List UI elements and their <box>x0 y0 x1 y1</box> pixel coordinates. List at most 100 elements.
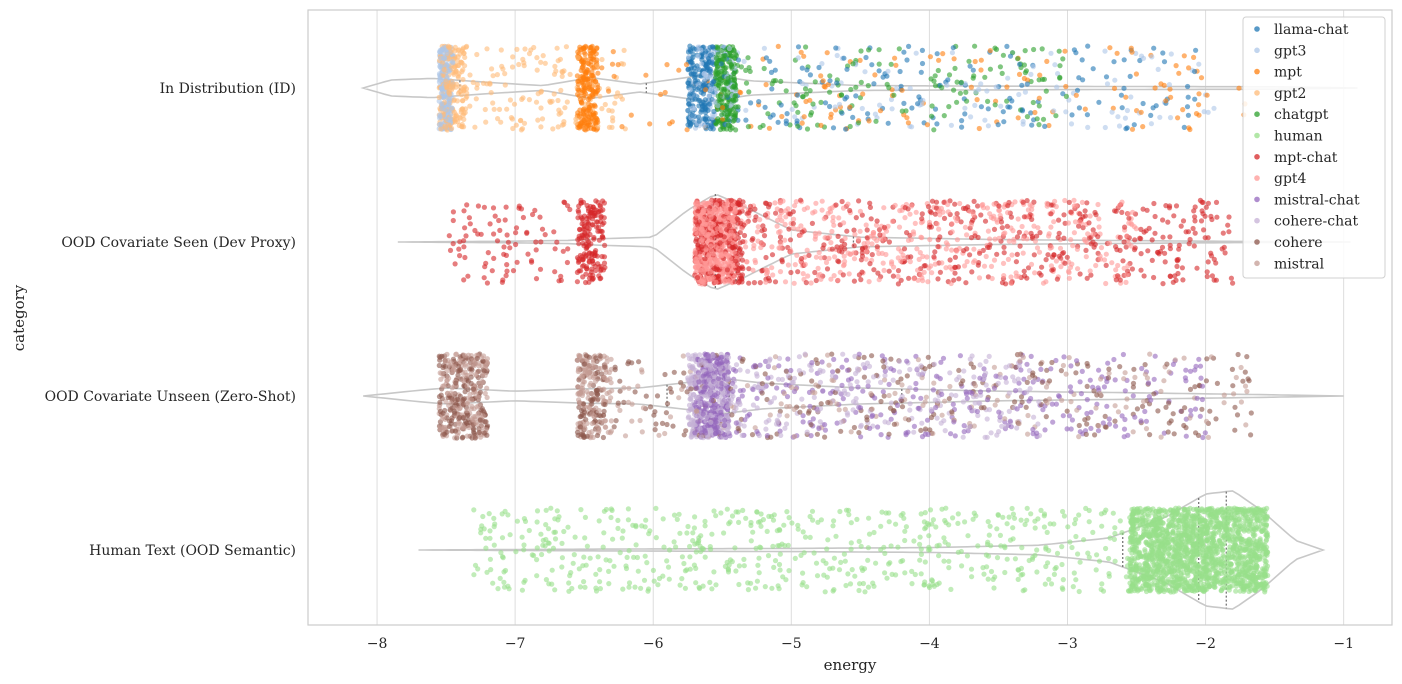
data-point <box>1127 73 1133 79</box>
data-point <box>447 247 454 253</box>
data-point <box>1006 408 1012 414</box>
data-point <box>1062 260 1068 266</box>
data-point <box>802 351 808 357</box>
data-point <box>819 359 825 365</box>
data-point <box>581 126 587 132</box>
data-point <box>1026 398 1032 404</box>
data-point <box>915 267 921 273</box>
data-point <box>762 104 768 110</box>
data-point <box>827 73 833 79</box>
data-point <box>693 256 699 263</box>
data-point <box>723 251 729 257</box>
data-point <box>762 212 769 218</box>
data-point <box>1021 268 1027 274</box>
data-point <box>923 394 930 400</box>
data-point <box>1192 204 1198 210</box>
data-point <box>984 397 991 403</box>
data-point <box>857 208 864 214</box>
data-point <box>778 210 785 216</box>
data-point <box>919 216 925 222</box>
data-point <box>967 356 973 362</box>
data-point <box>949 247 955 253</box>
data-point <box>942 428 948 434</box>
data-point <box>728 53 734 59</box>
data-point <box>534 55 540 61</box>
data-point <box>699 281 705 287</box>
data-point <box>751 242 757 248</box>
data-point <box>1032 238 1038 244</box>
data-point <box>575 49 581 55</box>
data-point <box>996 429 1002 435</box>
data-point <box>814 360 821 366</box>
data-point <box>966 58 972 64</box>
data-point <box>1123 279 1129 285</box>
data-point <box>761 233 768 239</box>
data-point <box>748 100 754 106</box>
data-point <box>1121 57 1127 63</box>
data-point <box>799 120 805 126</box>
data-point <box>1066 275 1072 281</box>
data-point <box>908 203 915 209</box>
data-point <box>1230 280 1236 286</box>
data-point <box>1160 50 1166 56</box>
data-point <box>664 401 671 407</box>
data-point <box>1087 377 1093 383</box>
data-point <box>706 253 712 259</box>
data-point <box>1076 75 1082 81</box>
data-point <box>969 269 975 275</box>
data-point <box>921 263 927 269</box>
data-point <box>686 101 692 107</box>
data-point <box>744 413 751 419</box>
data-point <box>765 111 771 117</box>
violin-outline <box>418 490 1326 610</box>
data-point <box>898 83 904 89</box>
data-point <box>803 44 809 50</box>
data-point <box>526 97 533 103</box>
data-point <box>1160 217 1166 223</box>
data-point <box>1235 351 1241 358</box>
data-point <box>783 88 789 94</box>
data-point <box>1110 105 1116 111</box>
data-point <box>970 212 977 218</box>
data-point <box>918 69 924 75</box>
data-point <box>707 101 713 107</box>
data-point <box>1008 214 1015 220</box>
data-point <box>936 226 942 232</box>
data-point <box>1020 235 1026 242</box>
data-point <box>708 243 714 249</box>
data-point <box>1092 209 1098 216</box>
data-point <box>1209 216 1215 223</box>
data-point <box>1119 209 1125 215</box>
data-point <box>1181 53 1187 59</box>
data-point <box>925 204 932 210</box>
data-point <box>724 112 730 118</box>
data-point <box>1101 257 1108 263</box>
data-point <box>596 237 603 243</box>
data-point <box>861 354 867 360</box>
data-point <box>869 62 875 68</box>
data-point <box>809 378 815 384</box>
data-point <box>743 80 750 86</box>
data-point <box>718 90 725 97</box>
data-point <box>817 271 823 277</box>
data-point <box>1068 121 1075 127</box>
data-point <box>834 52 840 59</box>
data-point <box>925 279 931 285</box>
data-point <box>1093 262 1099 269</box>
data-point <box>801 114 807 120</box>
data-point <box>438 126 444 132</box>
data-point <box>1016 71 1023 77</box>
data-point <box>711 108 717 115</box>
data-point <box>961 248 967 254</box>
data-point <box>707 269 713 275</box>
data-point <box>491 231 497 237</box>
data-point <box>455 47 461 53</box>
data-point <box>1087 213 1093 219</box>
data-point <box>855 120 862 126</box>
data-point <box>738 252 744 258</box>
data-point <box>718 227 724 233</box>
data-point <box>1084 112 1090 118</box>
data-point <box>502 82 508 88</box>
data-point <box>451 109 457 115</box>
